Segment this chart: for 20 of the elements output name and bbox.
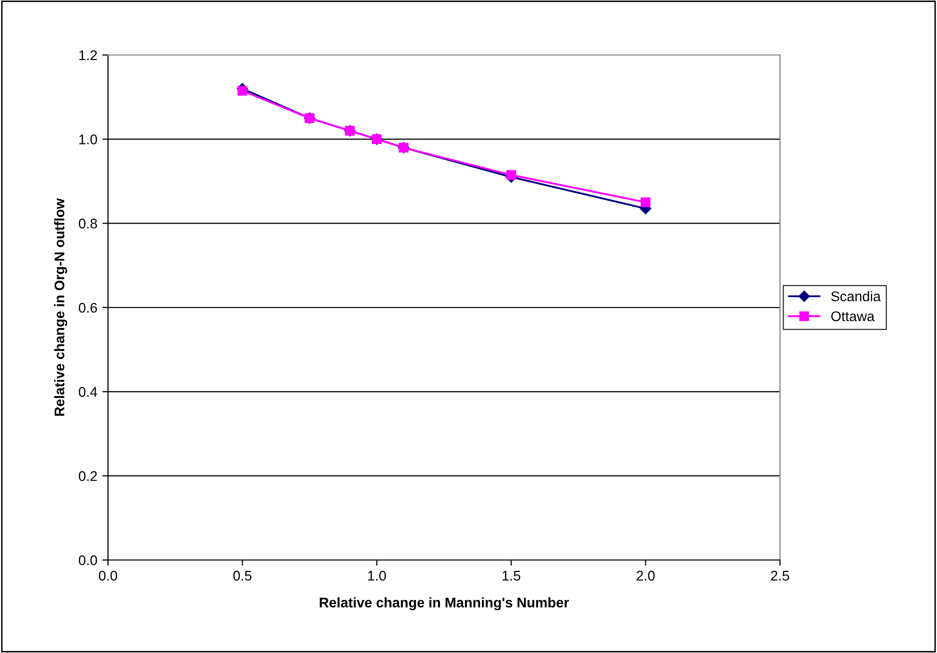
y-tick-label: 0.0 (78, 555, 98, 566)
x-tick-label: 0.0 (98, 570, 118, 581)
y-tick-label: 1.2 (79, 50, 97, 60)
point (640, 197, 650, 208)
x-tick-label: 2.0 (636, 570, 655, 581)
x-tick-label: 1.5 (502, 570, 520, 581)
legend-label: Ottawa (831, 311, 875, 322)
point (238, 86, 248, 96)
x-tick-label: 1.0 (368, 570, 386, 581)
y-axis-title: Relative change in Org-N outflow (54, 198, 68, 416)
x-tick-label: 0.5 (233, 570, 252, 581)
y-tick-label: 0.4 (78, 387, 98, 397)
point (506, 170, 516, 180)
y-tick-label: 0.2 (78, 471, 97, 482)
legend-label: Scandia (831, 291, 881, 302)
x-tick-label: 2.5 (771, 570, 790, 581)
y-tick-label: 0.6 (78, 302, 97, 313)
y-tick-label: 0.8 (78, 218, 97, 229)
x-axis-title: Relative change in Manning's Number (320, 597, 569, 610)
y-tick-label: 1.0 (79, 134, 98, 144)
